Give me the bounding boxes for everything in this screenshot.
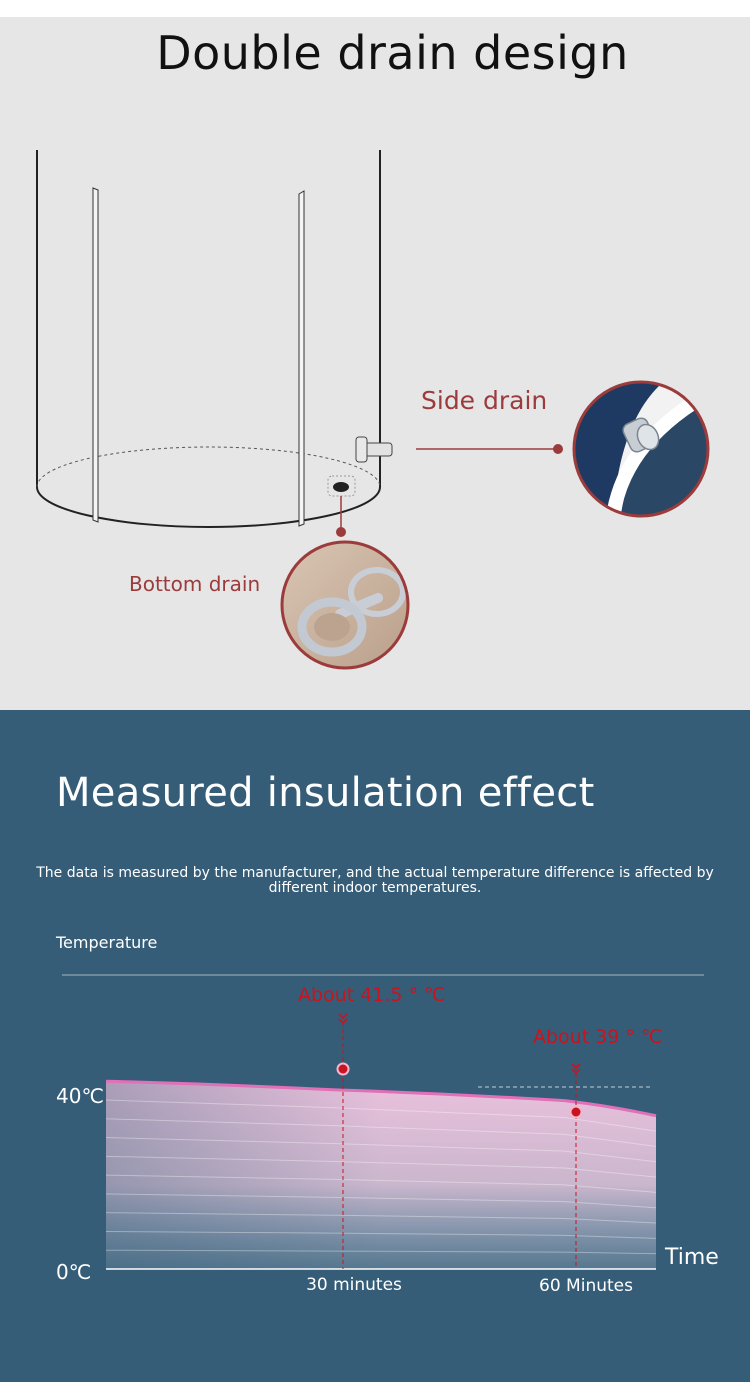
temperature-chart: Temperature 40℃ 0℃ Time 30 minutes 60 Mi… <box>55 933 719 1296</box>
insulation-section: Measured insulation effect The data is m… <box>0 710 750 1382</box>
area-stripe <box>105 1212 657 1224</box>
series-line <box>105 1079 657 1118</box>
area-stripe <box>105 1193 657 1209</box>
annotation-point <box>336 1062 350 1076</box>
x-tick-30: 30 minutes <box>306 1275 402 1295</box>
drain-design-title: Double drain design <box>156 26 629 80</box>
chevron-down-icon <box>571 1063 581 1075</box>
area-shade <box>106 1081 656 1269</box>
insulation-title: Measured insulation effect <box>56 770 595 816</box>
area-stripe <box>105 1249 657 1255</box>
area-stripe <box>105 1137 657 1163</box>
y-axis-label: Temperature <box>55 933 157 952</box>
bucket-outline-illustration <box>36 150 393 528</box>
side-drain-photo <box>574 382 708 516</box>
y-tick-0: 0℃ <box>56 1260 91 1284</box>
temperature-area <box>105 1079 657 1269</box>
side-drain-callout <box>416 380 710 518</box>
annotation-label-30: About 41.5 ° ℃ <box>298 984 445 1006</box>
bottom-drain-callout <box>280 496 410 670</box>
y-tick-40: 40℃ <box>56 1084 104 1108</box>
annotation-label-60: About 39 ° ℃ <box>533 1026 662 1048</box>
measurement-note: The data is measured by the manufacturer… <box>36 865 714 896</box>
area-stripe <box>105 1174 657 1193</box>
area-stripe <box>105 1230 657 1239</box>
bottom-drain-label: Bottom drain <box>129 572 261 596</box>
chevron-down-icon <box>338 1013 348 1025</box>
annotation-markers <box>336 1013 652 1269</box>
area-stripes <box>105 1099 657 1255</box>
annotation-point <box>569 1105 583 1119</box>
x-axis-label: Time <box>664 1245 719 1270</box>
area-stripe <box>105 1118 657 1147</box>
area-stripe <box>105 1099 657 1132</box>
bottom-drain-photo <box>282 542 408 668</box>
bucket-diagram <box>36 150 710 670</box>
x-tick-60: 60 Minutes <box>539 1276 633 1296</box>
side-drain-label: Side drain <box>421 386 548 415</box>
area-stripe <box>105 1155 657 1178</box>
